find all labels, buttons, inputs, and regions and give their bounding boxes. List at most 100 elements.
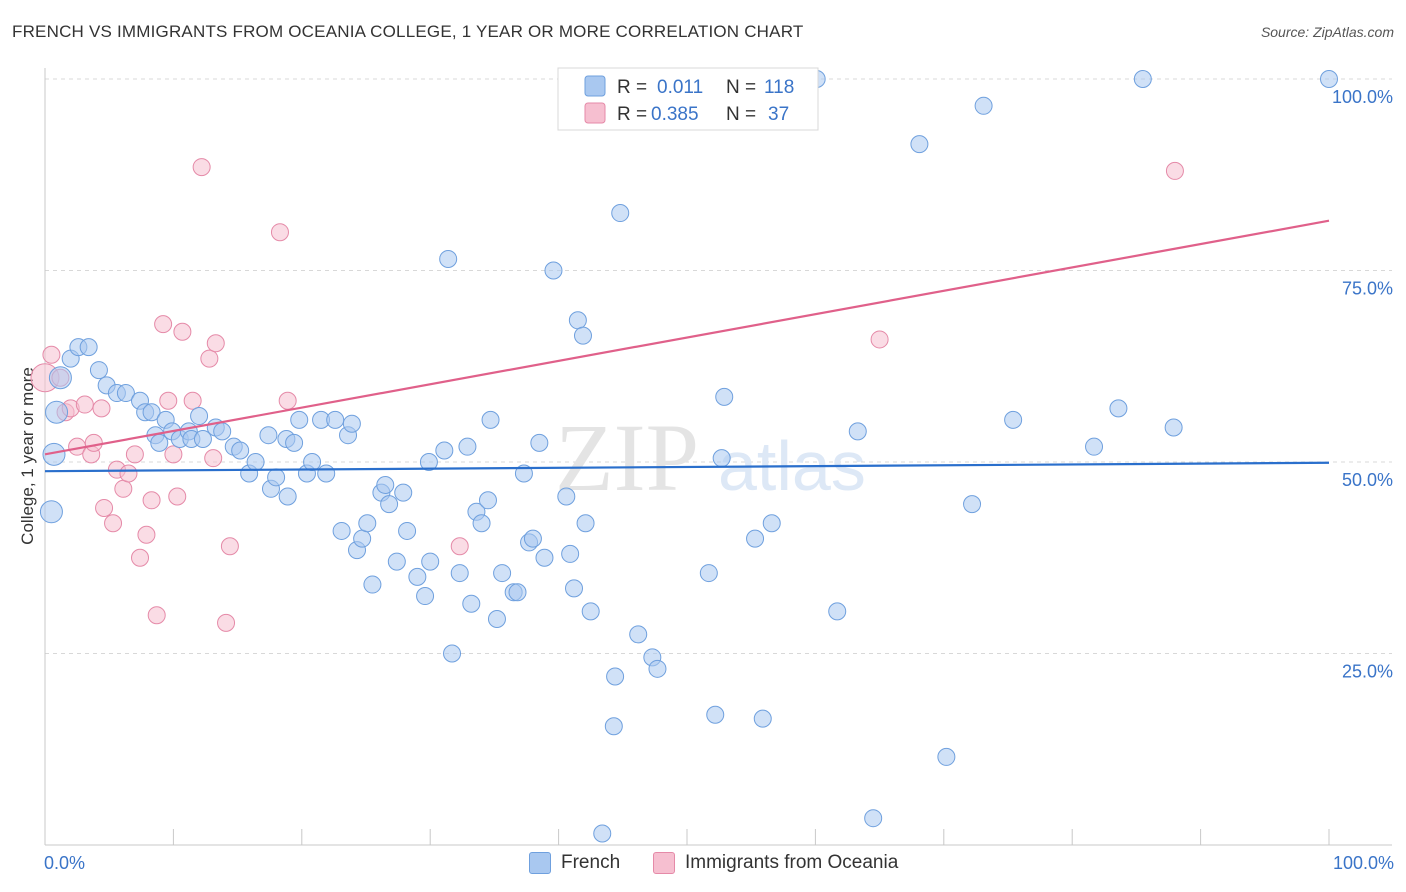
watermark-zip: ZIP	[555, 404, 699, 511]
french-point-10	[116, 384, 135, 403]
french-point-66	[478, 491, 497, 510]
french-point-63	[462, 594, 481, 613]
oceania-point-34	[450, 537, 469, 556]
french-point-57	[421, 552, 440, 571]
legend-french-r-label: R =	[617, 77, 647, 98]
french-point-65	[472, 514, 491, 533]
french-point-72	[514, 464, 533, 483]
french-point-109	[1109, 399, 1128, 418]
y-tick-label-75: 75.0%	[1342, 279, 1393, 299]
french-point-91	[648, 659, 667, 678]
french-point-110	[1133, 70, 1152, 88]
grid-lines	[45, 78, 1392, 654]
french-point-39	[317, 464, 336, 483]
legend-french-n-value: 118	[764, 77, 794, 98]
french-point-60	[443, 644, 462, 663]
oceania-point-21	[159, 391, 178, 410]
oceania-swatch	[653, 852, 675, 874]
french-point-43	[342, 414, 361, 433]
french-point-112	[1320, 70, 1338, 88]
french-point-0	[39, 500, 63, 524]
french-point-34	[285, 433, 304, 452]
french-point-85	[593, 824, 612, 843]
french-point-81	[568, 311, 587, 330]
french-point-97	[753, 709, 772, 728]
french-point-22	[193, 430, 212, 449]
oceania-point-30	[220, 537, 239, 556]
french-point-77	[544, 261, 563, 280]
bottom-legend-oceania[interactable]: Immigrants from Oceania	[653, 852, 898, 874]
french-point-68	[487, 610, 506, 629]
oceania-point-6	[75, 395, 94, 414]
french-point-41	[332, 521, 351, 540]
oceania-point-13	[114, 479, 133, 498]
bottom-legend: French Immigrants from Oceania	[0, 852, 1406, 876]
french-point-58	[435, 441, 454, 460]
french-point-21	[190, 407, 209, 426]
french-point-35	[290, 410, 309, 429]
oceania-point-16	[131, 548, 150, 567]
french-point-28	[246, 453, 265, 471]
french-point-61	[450, 564, 469, 583]
legend-oceania-n-value: 37	[768, 104, 789, 125]
french-point-49	[376, 475, 395, 494]
french-point-80	[565, 579, 584, 598]
bottom-legend-oceania-label: Immigrants from Oceania	[685, 852, 899, 873]
french-point-95	[715, 387, 734, 406]
oceania-point-22	[164, 445, 183, 464]
french-point-51	[387, 552, 406, 571]
french-point-26	[231, 441, 250, 460]
oceania-point-36	[1165, 161, 1184, 180]
oceania-point-18	[142, 491, 161, 510]
french-point-74	[523, 529, 542, 548]
french-point-104	[937, 747, 956, 766]
french-point-40	[326, 410, 345, 429]
x-ticks	[44, 829, 1330, 845]
french-point-24	[213, 422, 232, 441]
y-tick-label-50: 50.0%	[1342, 470, 1393, 490]
oceania-point-25	[183, 391, 202, 410]
french-point-3	[48, 366, 72, 390]
french-point-107	[1004, 410, 1023, 429]
oceania-point-33	[278, 391, 297, 410]
y-tick-labels: 25.0% 50.0% 75.0% 100.0%	[1332, 87, 1393, 682]
oceania-point-35	[870, 330, 889, 349]
french-point-52	[394, 483, 413, 502]
oceania-point-15	[125, 445, 144, 464]
french-point-86	[604, 717, 623, 736]
legend-oceania-n-label: N =	[726, 104, 756, 125]
french-point-78	[557, 487, 576, 506]
french-point-56	[419, 453, 438, 471]
french-point-2	[45, 400, 69, 424]
legend-oceania-r-value: 0.385	[651, 104, 699, 125]
oceania-point-14	[119, 464, 138, 483]
french-point-59	[439, 250, 458, 269]
french-point-103	[910, 135, 929, 154]
french-point-55	[416, 587, 435, 606]
french-point-100	[828, 602, 847, 621]
french-point-87	[606, 667, 625, 686]
french-point-108	[1085, 437, 1104, 456]
french-point-93	[706, 705, 725, 724]
french-point-102	[864, 809, 883, 828]
french-point-89	[629, 625, 648, 644]
x-tick-label-0: 0.0%	[44, 853, 85, 873]
oceania-point-9	[92, 399, 111, 418]
french-point-82	[573, 326, 592, 345]
bottom-legend-french[interactable]: French	[529, 852, 620, 874]
y-tick-label-25: 25.0%	[1342, 662, 1393, 682]
y-tick-label-100: 100.0%	[1332, 87, 1393, 107]
french-point-54	[408, 567, 427, 586]
french-point-45	[353, 529, 372, 548]
stats-legend: R = 0.011 N = 118 R = 0.385 N = 37	[557, 67, 819, 131]
oceania-point-29	[206, 334, 225, 353]
french-point-37	[303, 453, 322, 471]
french-points	[39, 70, 1338, 843]
oceania-point-19	[147, 606, 166, 625]
french-point-101	[848, 422, 867, 441]
watermark: ZIP atlas	[555, 404, 866, 511]
french-point-96	[746, 529, 765, 548]
french-point-84	[581, 602, 600, 621]
oceania-point-23	[168, 487, 187, 506]
